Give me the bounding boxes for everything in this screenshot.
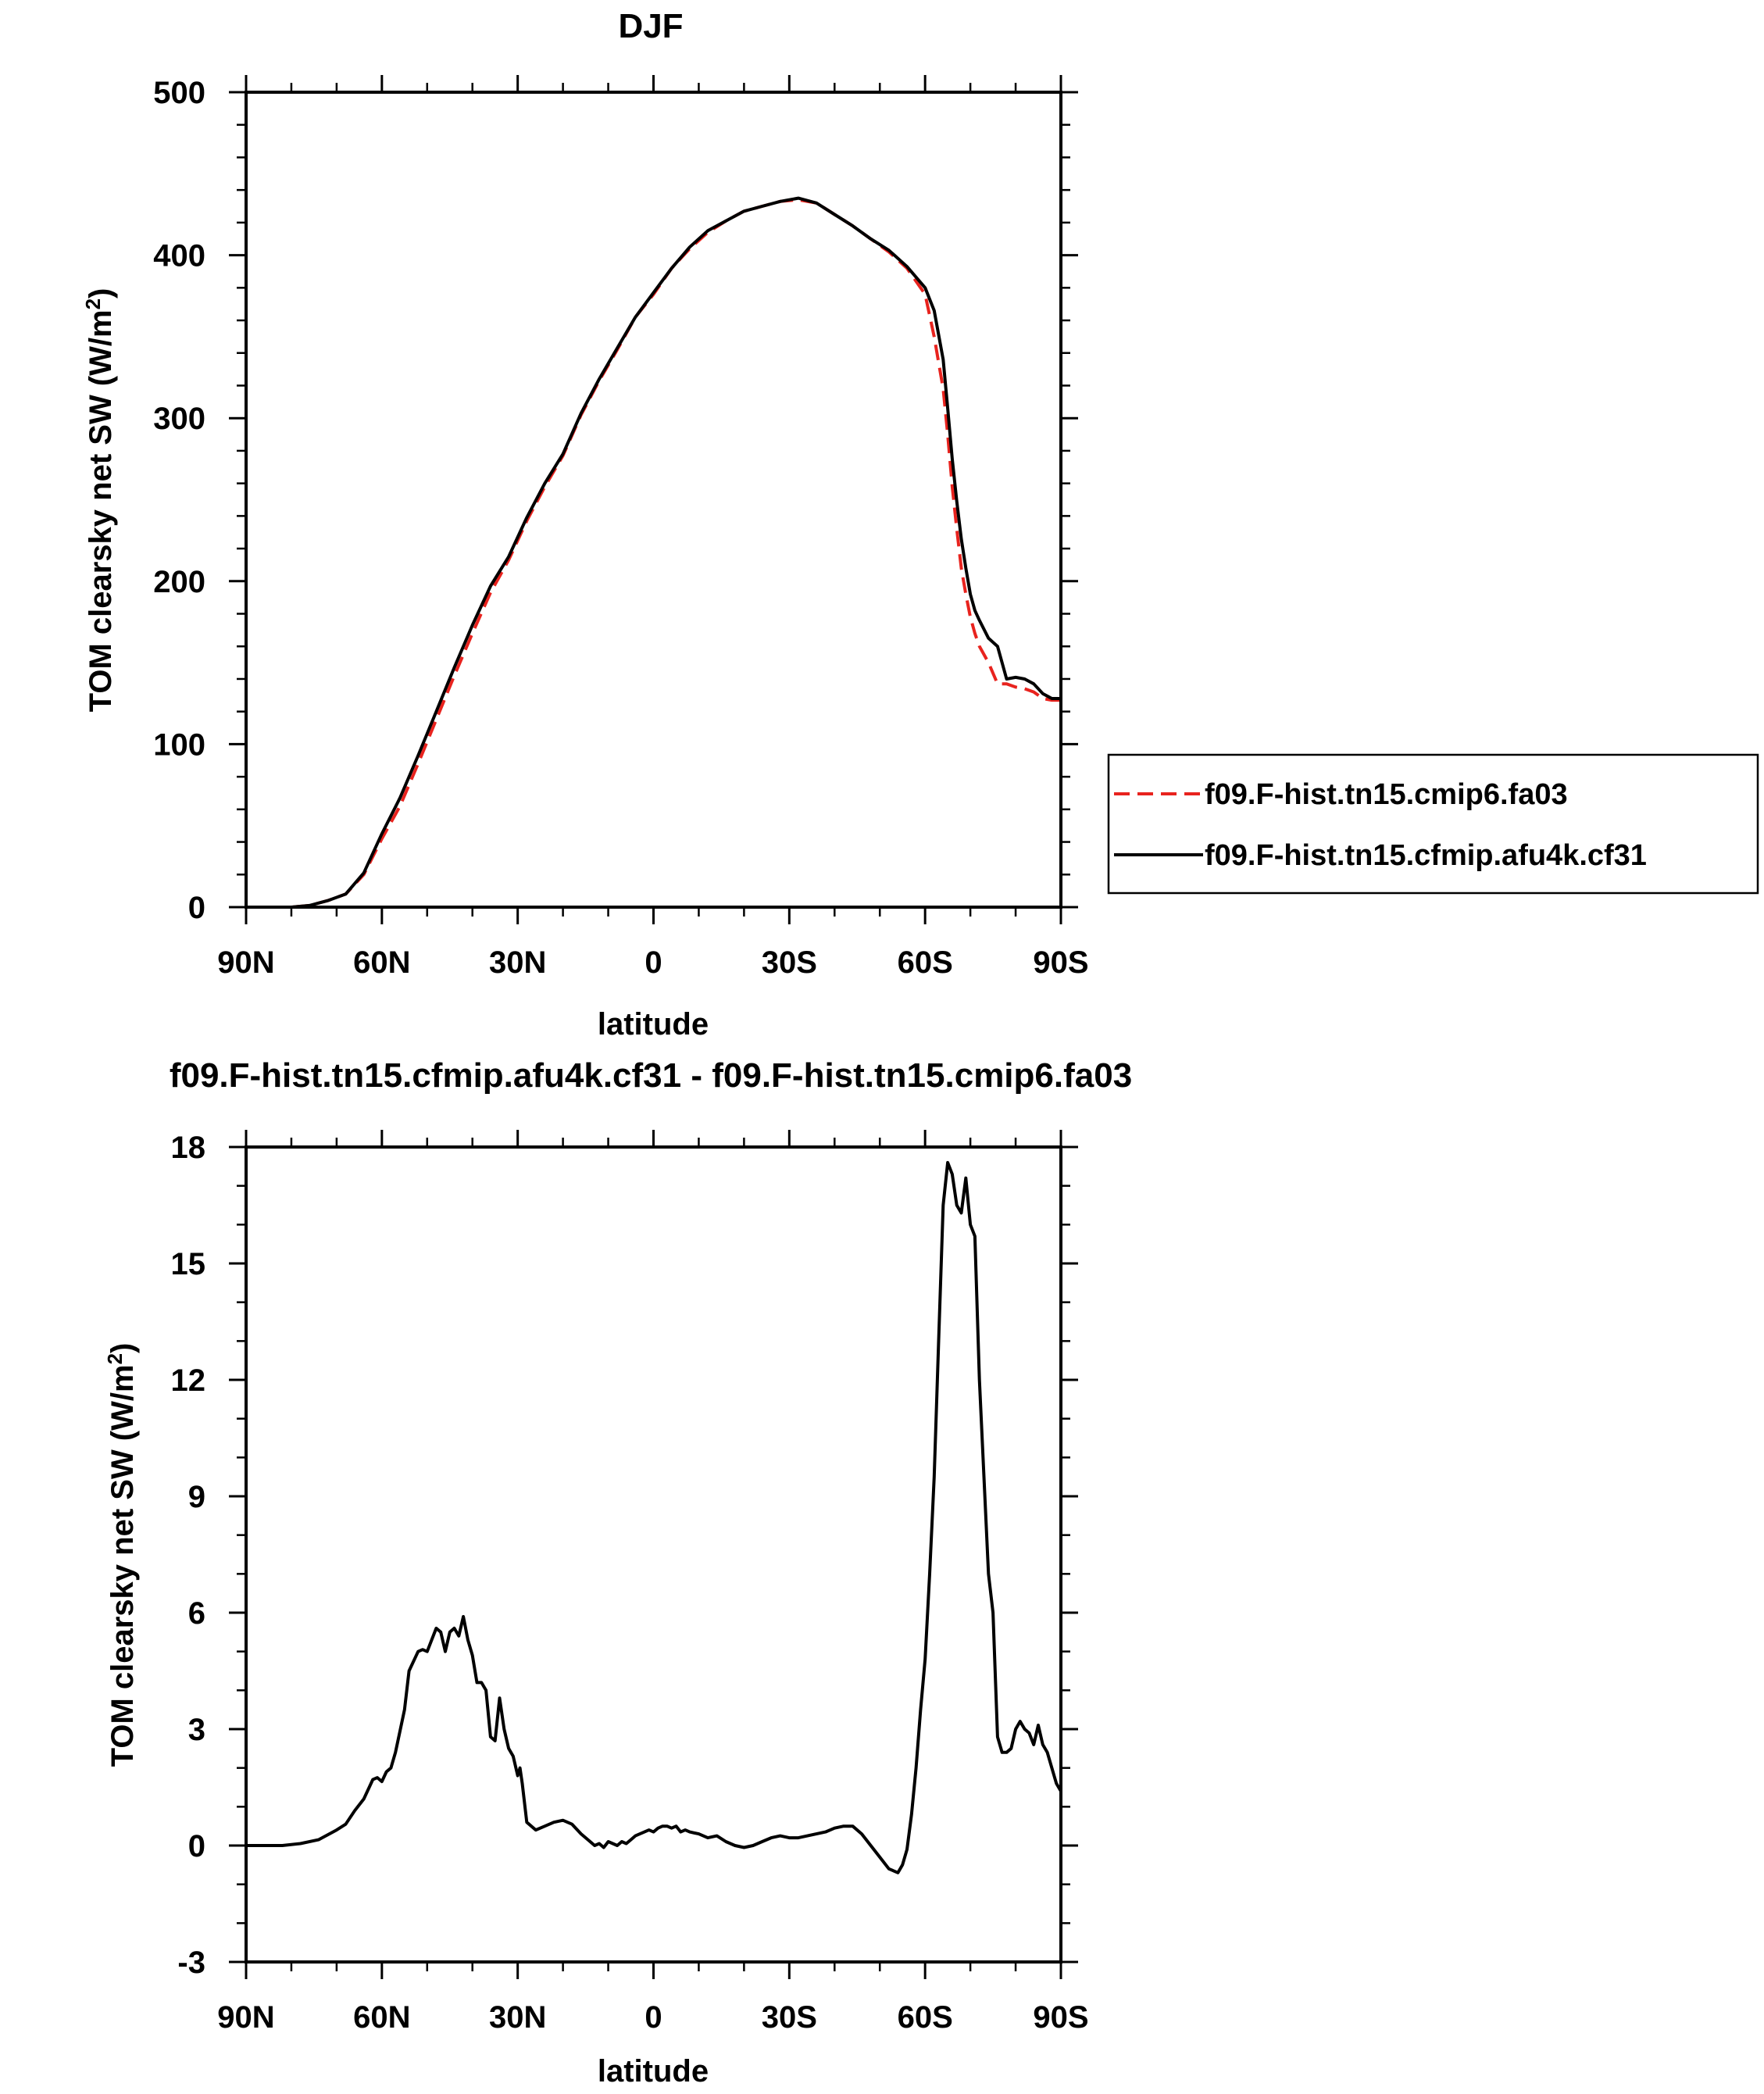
chart-title: f09.F-hist.tn15.cfmip.afu4k.cf31 - f09.F… [170, 1056, 1132, 1095]
series-line-cmip6 [246, 198, 1061, 909]
y-axis-label-superscript: 2 [103, 1353, 127, 1364]
x-tick-label: 90N [217, 945, 274, 980]
series-group [246, 196, 1061, 909]
x-tick-label: 30S [762, 2000, 817, 2035]
y-tick-label: 0 [188, 1829, 205, 1864]
x-tick-label: 90N [217, 2000, 274, 2035]
y-tick-label: 3 [188, 1713, 205, 1747]
panel-bottom: f09.F-hist.tn15.cfmip.afu4k.cf31 - f09.F… [103, 1056, 1132, 2089]
x-tick-label: 60S [898, 2000, 953, 2035]
x-axis-label: latitude [598, 1007, 709, 1042]
y-tick-label: 15 [171, 1247, 206, 1281]
legend-box [1107, 753, 1759, 895]
x-tick-label: 30N [489, 945, 546, 980]
y-axis-label-tail: ) [84, 288, 118, 298]
x-tick-label: 60S [898, 945, 953, 980]
y-tick-label: 100 [153, 727, 205, 762]
y-tick-label: 0 [188, 891, 205, 925]
y-tick-label: 6 [188, 1596, 205, 1631]
y-tick-label: -3 [177, 1946, 205, 1980]
y-axis-label-main: TOM clearsky net SW (W/m [84, 309, 118, 712]
series-line-cfmip [246, 196, 1061, 909]
y-tick-label: 9 [188, 1480, 205, 1514]
x-tick-label: 60N [353, 2000, 410, 2035]
y-tick-label: 400 [153, 239, 205, 273]
y-axis-label: TOM clearsky net SW (W/m2) [103, 1343, 140, 1767]
plot-frame [245, 1145, 1062, 1964]
y-tick-label: 12 [171, 1363, 206, 1398]
series-line-difference [246, 1160, 1062, 1874]
y-axis-label-main: TOM clearsky net SW (W/m [105, 1364, 140, 1767]
x-tick-labels: 90N 60N 30N 0 30S 60S 90S [217, 2000, 1088, 2035]
x-axis-label: latitude [598, 2054, 709, 2089]
panel-top: DJF 0 100 200 300 400 500 90N 60N 30N 0 30S 60S 90S… [81, 7, 1759, 1042]
axis-ticks [229, 75, 1078, 924]
x-tick-labels: 90N 60N 30N 0 30S 60S 90S [217, 945, 1088, 980]
y-tick-label: 200 [153, 565, 205, 599]
x-tick-label: 30S [762, 945, 817, 980]
x-tick-label: 60N [353, 945, 410, 980]
y-axis-label-superscript: 2 [81, 298, 105, 309]
y-tick-label: 18 [171, 1131, 206, 1165]
y-tick-labels: 0 100 200 300 400 500 [153, 76, 205, 925]
series-group [246, 1160, 1062, 1874]
y-axis-label: TOM clearsky net SW (W/m2) [81, 288, 118, 713]
y-tick-labels: -3 0 3 6 9 12 15 18 [171, 1131, 206, 1980]
axis-ticks [229, 1130, 1078, 1979]
chart-title: DJF [618, 7, 683, 45]
y-tick-label: 300 [153, 402, 205, 436]
x-tick-label: 90S [1033, 2000, 1088, 2035]
legend: f09.F-hist.tn15.cmip6.fa03 f09.F-hist.tn… [1107, 753, 1759, 895]
plot-frame [245, 91, 1062, 909]
legend-entry-cmip6: f09.F-hist.tn15.cmip6.fa03 [1205, 778, 1568, 811]
x-tick-label: 90S [1033, 945, 1088, 980]
x-tick-label: 0 [645, 945, 662, 980]
y-axis-label-tail: ) [105, 1343, 140, 1353]
legend-entry-cfmip: f09.F-hist.tn15.cfmip.afu4k.cf31 [1205, 839, 1647, 872]
x-tick-label: 30N [489, 2000, 546, 2035]
x-tick-label: 0 [645, 2000, 662, 2035]
y-tick-label: 500 [153, 76, 205, 110]
